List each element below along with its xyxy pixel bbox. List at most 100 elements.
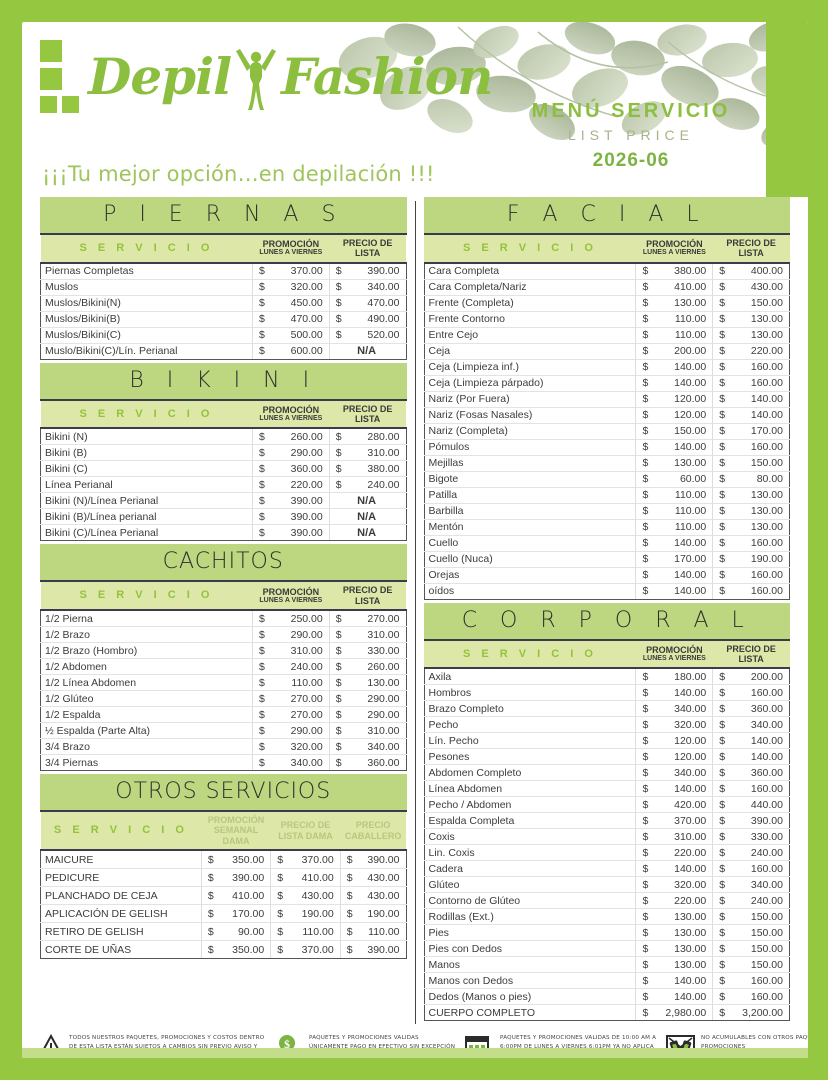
cell-service: 3/4 Brazo — [40, 738, 253, 756]
cell-price: $390.00 — [251, 492, 330, 510]
table-row: Nariz (Completa) $150.00 $170.00 — [424, 423, 790, 440]
table-row: Bikini (N) $260.00 $280.00 — [40, 428, 406, 446]
brand-name-second: Fashion — [281, 46, 493, 106]
table-row: Lin. Coxis $220.00 $240.00 — [424, 844, 790, 862]
cell-service: 1/2 Brazo (Hombro) — [40, 642, 253, 660]
cell-price: $410.00 — [635, 279, 713, 296]
cell-price: $410.00 — [270, 868, 341, 888]
cell-price: $350.00 — [200, 940, 271, 960]
cell-service: Pesones — [424, 748, 636, 766]
table-row: Muslo/Bikini(C)/Lín. Perianal $600.00 N/A — [40, 343, 406, 360]
cell-price: $190.00 — [339, 904, 406, 924]
cell-price: $150.00 — [712, 956, 790, 974]
cell-service: 1/2 Glúteo — [40, 690, 253, 708]
th-list: PRECIO DE LISTA — [329, 582, 406, 612]
table-row: MAICURE $350.00 $370.00 $390.00 — [40, 850, 406, 870]
cell-price: $370.00 — [270, 940, 341, 960]
cell-price: $370.00 — [270, 850, 341, 870]
cell-price: $500.00 — [251, 327, 330, 344]
cell-price: $430.00 — [339, 886, 406, 906]
table-row: 1/2 Abdomen $240.00 $260.00 — [40, 658, 406, 676]
cell-price: $250.00 — [251, 610, 330, 628]
cell-service: Piernas Completas — [40, 262, 253, 280]
right-column: F A C I A L S E R V I C I O PROMOCIÓN LU… — [416, 197, 799, 1024]
table-row: 1/2 Brazo (Hombro) $310.00 $330.00 — [40, 642, 406, 660]
cell-service: Ceja — [424, 343, 636, 360]
table-row: oídos $140.00 $160.00 — [424, 583, 790, 600]
cell-service: Nariz (Por Fuera) — [424, 391, 636, 408]
cell-price: $140.00 — [712, 748, 790, 766]
table-row: Entre Cejo $110.00 $130.00 — [424, 327, 790, 344]
table-row: Barbilla $110.00 $130.00 — [424, 503, 790, 520]
cell-price: $430.00 — [339, 868, 406, 888]
cell-price: $160.00 — [712, 567, 790, 584]
table-facial: S E R V I C I O PROMOCIÓN LUNES A VIERNE… — [424, 235, 791, 600]
cell-price: $150.00 — [712, 908, 790, 926]
cell-service: Coxis — [424, 828, 636, 846]
table-row: 1/2 Glúteo $270.00 $290.00 — [40, 690, 406, 708]
table-row: Bikini (B) $290.00 $310.00 — [40, 444, 406, 462]
cell-price: $340.00 — [251, 754, 330, 772]
cell-price: $160.00 — [712, 684, 790, 702]
cell-price: $320.00 — [635, 716, 713, 734]
menu-subtitle: LIST PRICE — [568, 127, 694, 143]
th-service: S E R V I C I O — [40, 400, 253, 430]
cell-price: $360.00 — [328, 754, 406, 772]
cell-service: oídos — [424, 583, 636, 600]
cell-service: 1/2 Espalda — [40, 706, 253, 724]
table-header-row: S E R V I C I O PROMOCIÓN SEMANAL DAMA P… — [40, 812, 406, 852]
cell-price: $240.00 — [251, 658, 330, 676]
cell-price: $200.00 — [712, 668, 790, 686]
table-header-row: S E R V I C I O PROMOCIÓN LUNES A VIERNE… — [40, 400, 406, 430]
cell-price: $160.00 — [712, 375, 790, 392]
th-promo-semanal: PROMOCIÓN SEMANAL DAMA — [201, 812, 271, 852]
section-title-piernas: P I E R N A S — [40, 197, 407, 235]
table-corporal: S E R V I C I O PROMOCIÓN LUNES A VIERNE… — [424, 640, 791, 1022]
cell-service: Frente Contorno — [424, 311, 636, 328]
th-precio-caballero: PRECIO CABALLERO — [340, 812, 406, 852]
cell-price: $380.00 — [328, 460, 406, 478]
cell-price: $340.00 — [328, 738, 406, 756]
cell-price: $310.00 — [251, 642, 330, 660]
table-row: 1/2 Pierna $250.00 $270.00 — [40, 610, 406, 628]
cell-price: $2,980.00 — [635, 1004, 713, 1022]
table-row: Bigote $60.00 $80.00 — [424, 471, 790, 488]
cell-price: $110.00 — [635, 503, 713, 520]
table-row: Cadera $140.00 $160.00 — [424, 860, 790, 878]
th-list: PRECIO DE LISTA — [329, 400, 406, 430]
menu-date: 2026-06 — [592, 150, 670, 171]
cell-service: Pómulos — [424, 439, 636, 456]
cell-service: Línea Abdomen — [424, 780, 636, 798]
table-row: 3/4 Piernas $340.00 $360.00 — [40, 754, 406, 772]
cell-price: $140.00 — [635, 860, 713, 878]
table-row: ½ Espalda (Parte Alta) $290.00 $310.00 — [40, 722, 406, 740]
cell-price: $520.00 — [328, 327, 406, 344]
th-precio-lista-dama: PRECIO DE LISTA DAMA — [270, 812, 341, 852]
cell-price: $470.00 — [328, 295, 406, 312]
table-row: Abdomen Completo $340.00 $360.00 — [424, 764, 790, 782]
table-cachitos: S E R V I C I O PROMOCIÓN LUNES A VIERNE… — [40, 582, 407, 772]
cell-price: $390.00 — [712, 812, 790, 830]
cell-price: $270.00 — [251, 690, 330, 708]
table-row: Piernas Completas $370.00 $390.00 — [40, 262, 406, 280]
table-row: CORTE DE UÑAS $350.00 $370.00 $390.00 — [40, 940, 406, 960]
th-service: S E R V I C I O — [424, 640, 636, 670]
cell-service: Cuello — [424, 535, 636, 552]
cell-price: $290.00 — [328, 690, 406, 708]
cell-price: $280.00 — [328, 428, 406, 446]
cell-service: 1/2 Pierna — [40, 610, 253, 628]
cell-service: Lín. Pecho — [424, 732, 636, 750]
table-body: Piernas Completas $370.00 $390.00 Muslos $32… — [40, 262, 406, 360]
table-row: Bikini (B)/Línea perianal $390.00 N/A — [40, 508, 406, 526]
cell-price: $340.00 — [712, 876, 790, 894]
table-row: Mentón $110.00 $130.00 — [424, 519, 790, 536]
cell-price: $130.00 — [712, 503, 790, 520]
cell-price: $60.00 — [635, 471, 713, 488]
table-row: Espalda Completa $370.00 $390.00 — [424, 812, 790, 830]
cell-price: $160.00 — [712, 860, 790, 878]
table-row: 3/4 Brazo $320.00 $340.00 — [40, 738, 406, 756]
price-list-sheet: Depil Fashion ¡¡¡Tu mejor opción…en depi… — [22, 22, 808, 1058]
cell-service: Bikini (B)/Línea perianal — [40, 508, 253, 526]
poster-header: Depil Fashion ¡¡¡Tu mejor opción…en depi… — [22, 22, 808, 197]
table-body: Axila $180.00 $200.00 Hombros $140.00 $160.00… — [424, 668, 790, 1022]
